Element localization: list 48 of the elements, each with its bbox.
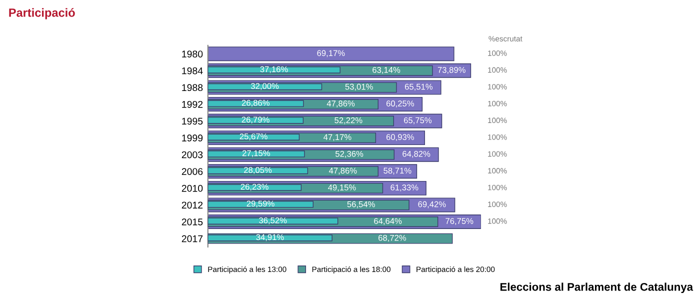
y-tick-label: 2017 (182, 235, 203, 242)
data-label: 28,05% (244, 167, 272, 174)
data-label: 65,51% (404, 84, 433, 91)
data-label: 26,79% (242, 116, 270, 124)
y-tick-label: 2010 (182, 184, 203, 192)
y-tick-label: 1999 (182, 134, 203, 142)
data-label: 27,15% (242, 150, 270, 158)
data-label: 53,01% (345, 84, 373, 91)
data-label: 58,71% (384, 168, 412, 175)
y-tick-label: 1988 (182, 84, 203, 92)
y-tick-label: 2015 (182, 218, 203, 226)
data-label: 25,67% (240, 133, 268, 140)
data-label: 65,75% (404, 117, 432, 124)
data-label: 63,14% (372, 66, 400, 74)
data-label: 49,15% (328, 184, 356, 192)
y-tick-label: 2003 (182, 151, 203, 158)
data-label: 26,23% (240, 184, 268, 191)
data-label: 36,52% (259, 217, 287, 224)
data-label: 52,36% (336, 150, 364, 158)
data-label: 60,93% (386, 134, 414, 142)
data-label: 73,89% (438, 66, 466, 74)
data-label: 52,22% (334, 117, 362, 124)
bar (208, 46, 454, 62)
data-label: 47,86% (326, 100, 355, 108)
y-tick-label: 1995 (182, 118, 203, 125)
data-label: 64,82% (402, 150, 430, 158)
text: Eleccions al Parlament de Catalunya (500, 282, 694, 294)
y-tick-label: 1984 (182, 67, 203, 74)
data-label: 37,16% (260, 66, 288, 74)
data-label: 29,59% (246, 200, 274, 208)
data-label: 68,72% (378, 234, 406, 242)
data-label: 47,17% (324, 134, 352, 142)
y-tick-label: 1992 (182, 100, 203, 108)
y-tick-label: 2006 (182, 168, 203, 176)
data-label: 56,54% (347, 201, 375, 208)
data-label: 69,17% (317, 50, 345, 58)
data-label: 60,25% (386, 100, 414, 108)
data-label: 64,64% (374, 218, 402, 225)
data-label: 47,86% (328, 168, 357, 175)
data-label: 34,91% (256, 234, 284, 242)
data-label: 61,33% (390, 184, 418, 192)
data-label: 32,00% (251, 83, 279, 90)
y-tick-label: 2012 (182, 202, 203, 209)
data-label: 76,75% (446, 218, 474, 225)
text: Participació (9, 8, 75, 20)
data-label: 69,42% (418, 201, 446, 208)
y-tick-label: 1980 (182, 50, 203, 58)
data-label: 26,86% (242, 100, 270, 107)
